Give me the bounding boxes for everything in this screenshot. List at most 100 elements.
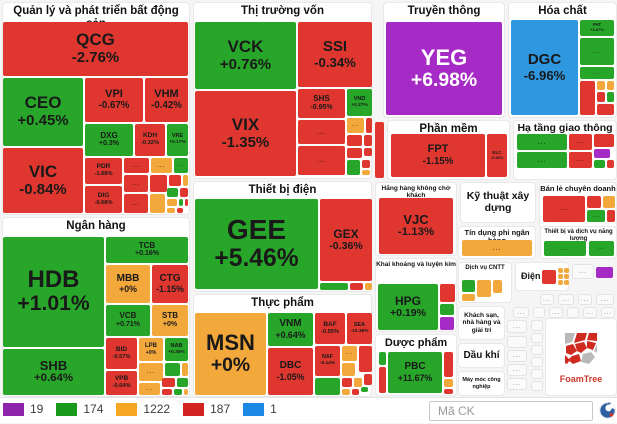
sector-title[interactable]: Thực phẩm: [251, 297, 314, 309]
mini-cell[interactable]: [342, 378, 352, 387]
mini-cell[interactable]: [440, 284, 455, 302]
mini-cell[interactable]: [342, 389, 350, 395]
mini-cell[interactable]: [320, 283, 348, 290]
group-more-cell[interactable]: ...: [124, 194, 148, 213]
mini-cell[interactable]: [564, 280, 569, 285]
mini-cell[interactable]: [167, 208, 175, 213]
sector-title[interactable]: Bán lẻ chuyên doanh: [540, 184, 616, 193]
mini-cell[interactable]: [364, 374, 372, 385]
collapsed-sector-tile[interactable]: ...: [507, 320, 527, 333]
mini-cell[interactable]: [607, 210, 615, 222]
mini-cell[interactable]: [564, 274, 569, 279]
stock-cell-vix[interactable]: VIX -1.35%: [195, 91, 296, 176]
stock-cell-pdr[interactable]: PDR -1.68%: [85, 158, 122, 184]
group-more-cell[interactable]: ...: [589, 241, 614, 256]
mini-cell[interactable]: [179, 199, 183, 206]
stock-cell-vjc[interactable]: VJC -1.13%: [379, 198, 453, 254]
mini-cell[interactable]: [580, 81, 595, 115]
mini-cell[interactable]: [362, 160, 370, 168]
mini-cell[interactable]: [364, 148, 372, 156]
group-more-cell[interactable]: ...: [151, 158, 172, 173]
stock-cell-tcb[interactable]: TCB +0.16%: [106, 237, 188, 263]
mini-cell[interactable]: [542, 270, 556, 284]
collapsed-sector-tile[interactable]: ...: [583, 307, 597, 318]
mini-cell[interactable]: [162, 378, 175, 387]
mini-cell[interactable]: [440, 317, 454, 330]
stock-cell-ssi[interactable]: SSI -0.34%: [298, 22, 372, 87]
collapsed-sector-tile[interactable]: ...: [596, 294, 614, 305]
mini-cell[interactable]: [167, 199, 177, 206]
mini-cell[interactable]: [350, 283, 363, 290]
stock-cell-msn[interactable]: MSN +0%: [195, 313, 266, 395]
group-more-cell[interactable]: ...: [462, 240, 532, 256]
stock-cell-vre[interactable]: VRE +0.17%: [167, 124, 188, 156]
mini-cell[interactable]: [594, 160, 605, 168]
group-more-cell[interactable]: ...: [580, 67, 614, 79]
sector-title[interactable]: Khai khoáng và luyện kim: [376, 261, 456, 268]
collapsed-sector-tile[interactable]: ...: [558, 294, 574, 305]
group-more-cell[interactable]: ...: [580, 38, 614, 65]
sector-title[interactable]: Hạ tầng giao thông: [517, 122, 613, 134]
mini-cell[interactable]: [352, 389, 359, 395]
mini-cell[interactable]: [597, 92, 605, 102]
stock-cell-mbb[interactable]: MBB +0%: [106, 265, 150, 303]
stock-cell-elc[interactable]: ELC -0.82%: [487, 134, 507, 177]
collapsed-sector-tile[interactable]: [531, 333, 543, 343]
group-more-cell[interactable]: ...: [587, 210, 605, 222]
collapsed-sector-tile[interactable]: [531, 381, 543, 391]
mini-cell[interactable]: [607, 81, 614, 90]
mini-cell[interactable]: [150, 194, 165, 213]
stock-cell-dgc[interactable]: DGC -6.96%: [511, 20, 578, 115]
stock-cell-gex[interactable]: GEX -0.36%: [320, 199, 372, 281]
mini-cell[interactable]: [594, 134, 614, 147]
stock-cell-ctg[interactable]: CTG -1.15%: [152, 265, 188, 303]
group-more-cell[interactable]: ...: [124, 175, 148, 192]
mini-cell[interactable]: [462, 294, 475, 301]
mini-cell[interactable]: [361, 387, 368, 392]
mini-cell[interactable]: [347, 135, 362, 146]
mini-cell[interactable]: [462, 280, 475, 292]
mini-cell[interactable]: [558, 268, 563, 273]
mini-cell[interactable]: [597, 81, 605, 90]
mini-cell[interactable]: [354, 378, 362, 387]
stock-cell-vnd[interactable]: VND +0.27%: [347, 89, 372, 116]
mini-cell[interactable]: [440, 304, 454, 315]
group-more-cell[interactable]: ...: [298, 120, 345, 144]
stock-cell-baf[interactable]: BAF -0.55%: [315, 313, 345, 344]
mini-cell[interactable]: [477, 280, 491, 297]
stock-cell-vpb[interactable]: VPB -0.64%: [106, 371, 137, 395]
collapsed-sector-tile[interactable]: [531, 357, 543, 367]
stock-cell-fpt[interactable]: FPT -1.15%: [391, 134, 485, 177]
mini-cell[interactable]: [182, 363, 188, 376]
collapsed-sector-tile[interactable]: [533, 307, 545, 318]
search-input[interactable]: [429, 401, 593, 421]
mini-cell[interactable]: [167, 188, 178, 197]
sector-title[interactable]: Thị trường vốn: [241, 5, 324, 17]
stock-cell-vpi[interactable]: VPI -0.67%: [85, 78, 143, 122]
mini-cell[interactable]: [185, 199, 188, 206]
sector-title[interactable]: Thiết bị và dịch vụ năng lượng: [544, 229, 613, 242]
stock-cell-dbc[interactable]: DBC -1.05%: [268, 348, 313, 395]
stock-cell-shb[interactable]: SHB +0.64%: [3, 349, 104, 395]
mini-cell[interactable]: [558, 280, 563, 285]
stock-cell-shs[interactable]: SHS -0.95%: [298, 89, 345, 118]
stock-cell-kdh[interactable]: KDH -0.32%: [135, 124, 165, 156]
mini-cell[interactable]: [594, 149, 610, 158]
collapsed-sector-tile[interactable]: [531, 345, 543, 355]
mini-cell[interactable]: [587, 196, 601, 208]
app-logo-icon[interactable]: [599, 402, 616, 419]
group-more-cell[interactable]: ...: [347, 118, 364, 133]
mini-cell[interactable]: [596, 267, 613, 278]
mini-cell[interactable]: [564, 268, 569, 273]
collapsed-sector-tile[interactable]: ...: [507, 364, 527, 376]
mini-cell[interactable]: [183, 175, 188, 186]
sector-title[interactable]: Máy móc công nghiệp: [462, 377, 501, 390]
group-more-cell[interactable]: ...: [298, 146, 345, 175]
collapsed-sector-tile[interactable]: ...: [540, 294, 554, 305]
mini-cell[interactable]: [493, 280, 502, 293]
mini-cell[interactable]: [347, 160, 360, 175]
mini-cell[interactable]: [347, 148, 362, 158]
mini-cell[interactable]: [607, 160, 614, 168]
collapsed-sector-tile[interactable]: ...: [572, 264, 594, 279]
mini-cell[interactable]: [315, 378, 340, 395]
